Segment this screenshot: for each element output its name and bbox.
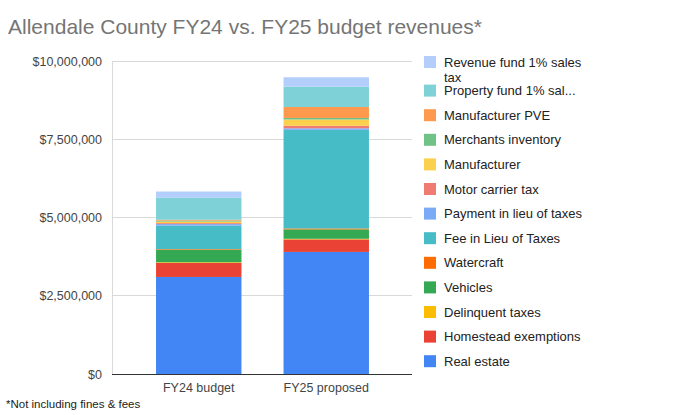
bar-segment bbox=[156, 250, 241, 263]
title: Allendale County FY24 vs. FY25 budget re… bbox=[8, 15, 482, 38]
legend-swatch bbox=[424, 134, 436, 146]
series bbox=[156, 130, 369, 249]
y-tick-label: $0 bbox=[88, 368, 102, 382]
legend-swatch bbox=[424, 232, 436, 244]
legend-label: Homestead exemptions bbox=[444, 329, 581, 344]
bar-segment bbox=[284, 229, 369, 238]
x-tick: FY25 proposed bbox=[284, 374, 370, 395]
bar-segment bbox=[156, 224, 241, 226]
legend-label: Payment in lieu of taxes bbox=[444, 206, 583, 221]
chart: Allendale County FY24 vs. FY25 budget re… bbox=[0, 0, 673, 415]
legend-item: Property fund 1% sal... bbox=[424, 83, 576, 98]
legend-swatch bbox=[424, 355, 436, 367]
grid bbox=[112, 61, 412, 374]
legend-swatch bbox=[424, 109, 436, 121]
legend-swatch bbox=[424, 56, 436, 68]
legend-item: Manufacturer PVE bbox=[424, 108, 551, 123]
x-axis: FY24 budget FY25 proposed bbox=[112, 374, 412, 395]
legend-item: Delinquent taxes bbox=[424, 305, 541, 320]
series bbox=[156, 87, 369, 220]
legend-label: Motor carrier tax bbox=[444, 182, 539, 197]
y-tick: $10,000,000 bbox=[32, 55, 112, 69]
bar-segment bbox=[284, 77, 369, 86]
legend-item: Merchants inventory bbox=[424, 132, 562, 147]
legend-item: Watercraft bbox=[424, 255, 504, 270]
legend-label: Delinquent taxes bbox=[444, 305, 541, 320]
legend-swatch bbox=[424, 306, 436, 318]
legend-swatch bbox=[424, 85, 436, 97]
legend-label: Revenue fund 1% salestax bbox=[444, 55, 582, 85]
series bbox=[156, 252, 369, 374]
legend-item: Payment in lieu of taxes bbox=[424, 206, 583, 221]
legend-swatch bbox=[424, 257, 436, 269]
series bbox=[156, 126, 369, 224]
legend-swatch bbox=[424, 208, 436, 220]
series bbox=[156, 120, 369, 224]
y-tick-label: $7,500,000 bbox=[39, 133, 102, 147]
bar-segment bbox=[156, 277, 241, 374]
grid-line bbox=[112, 61, 412, 62]
x-tick-label: FY25 proposed bbox=[284, 381, 370, 395]
legend-item: Homestead exemptions bbox=[424, 329, 581, 344]
series bbox=[156, 77, 369, 198]
legend-item: Revenue fund 1% salestax bbox=[424, 55, 582, 85]
legend-label: Vehicles bbox=[444, 280, 493, 295]
bar-segment bbox=[156, 222, 241, 224]
bar-segment bbox=[284, 130, 369, 229]
bar-segment bbox=[284, 126, 369, 129]
legend-item: Manufacturer bbox=[424, 157, 521, 172]
legend-item: Real estate bbox=[424, 354, 510, 369]
y-tick-label: $5,000,000 bbox=[39, 211, 102, 225]
bar-segment bbox=[156, 192, 241, 198]
legend-item: Fee in Lieu of Taxes bbox=[424, 231, 561, 246]
bar-segment bbox=[284, 107, 369, 118]
legend-swatch bbox=[424, 331, 436, 343]
legend-label: Fee in Lieu of Taxes bbox=[444, 231, 561, 246]
x-tick-label: FY24 budget bbox=[163, 381, 235, 395]
bar-segment bbox=[284, 239, 369, 252]
bar-segment bbox=[156, 226, 241, 249]
legend-item: Vehicles bbox=[424, 280, 493, 295]
bar-segment bbox=[284, 252, 369, 374]
y-axis-line bbox=[112, 62, 113, 375]
legend-label: Property fund 1% sal... bbox=[444, 83, 576, 98]
bar-segment bbox=[156, 198, 241, 220]
y-tick-label: $10,000,000 bbox=[32, 55, 102, 69]
x-axis-line bbox=[112, 374, 412, 375]
series bbox=[156, 107, 369, 221]
y-tick-label: $2,500,000 bbox=[39, 289, 102, 303]
bar-segment bbox=[156, 220, 241, 222]
y-tick: $2,500,000 bbox=[39, 289, 112, 303]
footnote: *Not including fines & fees bbox=[6, 398, 140, 410]
series bbox=[156, 118, 369, 222]
legend-label: Manufacturer bbox=[444, 157, 521, 172]
bar-segment bbox=[284, 87, 369, 107]
legend-label: Merchants inventory bbox=[444, 132, 562, 147]
bar-segment bbox=[284, 120, 369, 126]
legend-label: Manufacturer PVE bbox=[444, 108, 551, 123]
y-tick: $0 bbox=[88, 368, 112, 382]
bar-segment bbox=[156, 263, 241, 277]
legend-label: Watercraft bbox=[444, 255, 504, 270]
legend: Revenue fund 1% salestaxProperty fund 1%… bbox=[424, 55, 583, 369]
y-tick: $7,500,000 bbox=[39, 133, 112, 147]
legend-label: Real estate bbox=[444, 354, 510, 369]
y-tick: $5,000,000 bbox=[39, 211, 112, 225]
legend-swatch bbox=[424, 183, 436, 195]
bar-segment bbox=[284, 118, 369, 120]
bars bbox=[156, 77, 369, 374]
y-axis: $0 $2,500,000 $5,000,000 $7,500,000 $10,000,… bbox=[32, 55, 112, 382]
x-tick: FY24 budget bbox=[163, 374, 235, 395]
legend-swatch bbox=[424, 158, 436, 170]
bar-segment bbox=[284, 128, 369, 130]
legend-item: Motor carrier tax bbox=[424, 182, 539, 197]
series bbox=[156, 128, 369, 225]
legend-swatch bbox=[424, 281, 436, 293]
